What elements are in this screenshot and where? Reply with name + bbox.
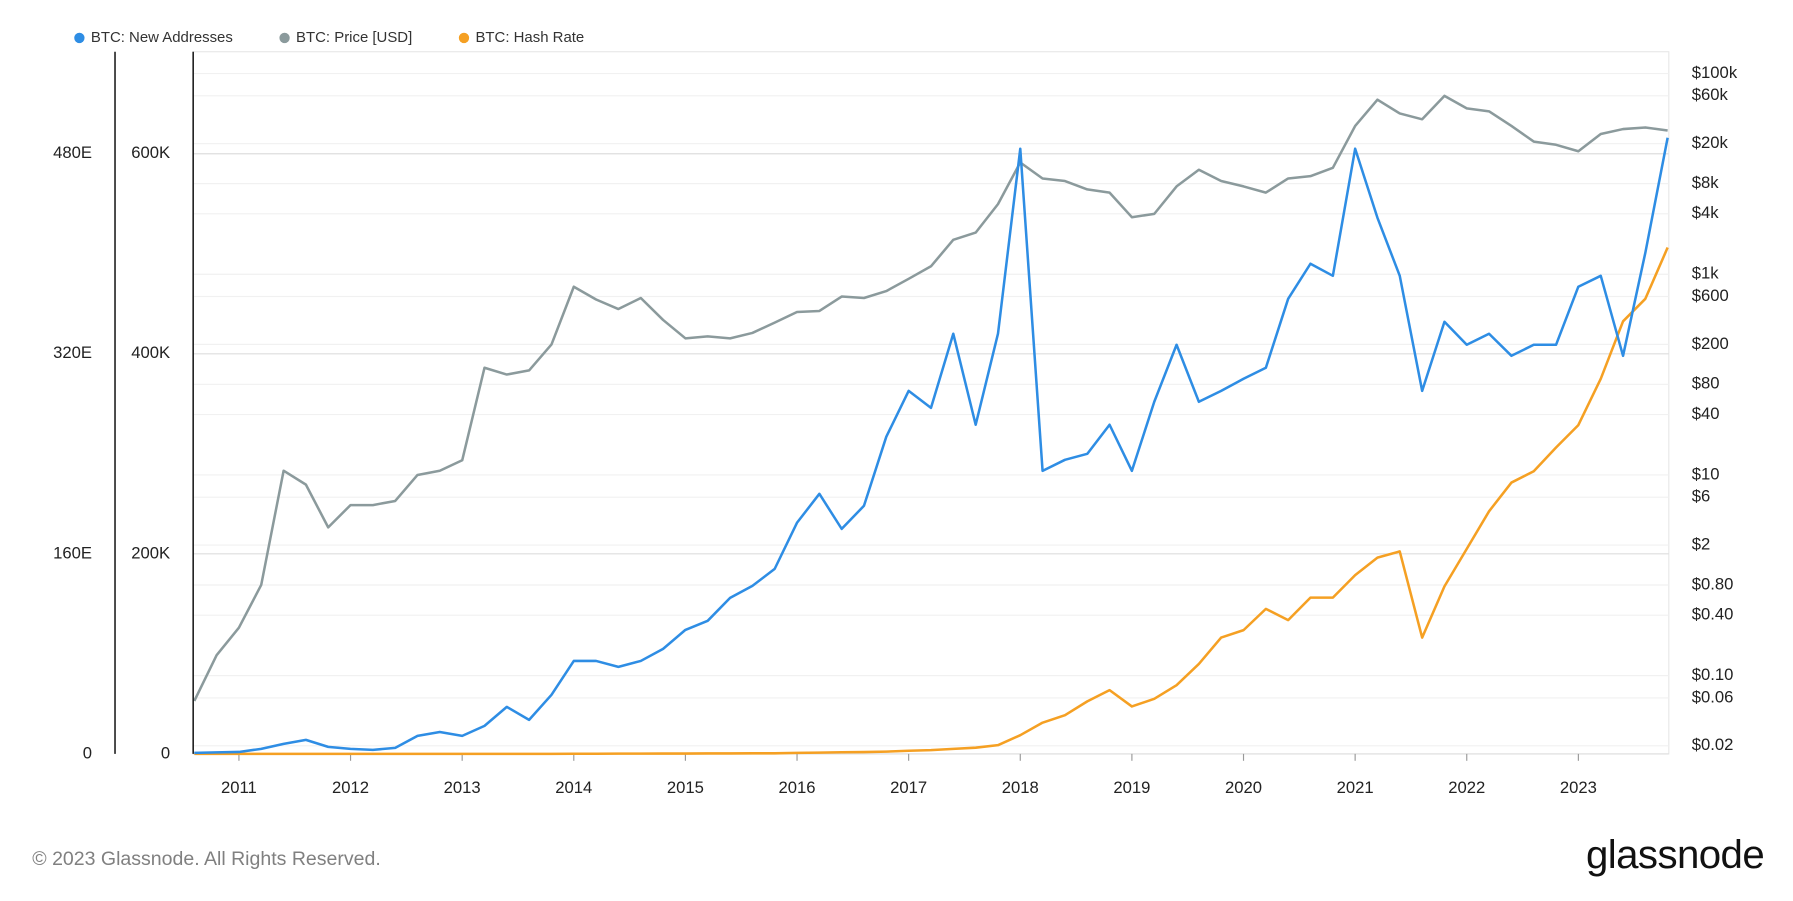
- y2-tick-label: $1k: [1692, 264, 1720, 283]
- brand-logo: glassnode: [1586, 832, 1764, 877]
- legend-label: BTC: Price [USD]: [296, 29, 412, 46]
- y2-tick-label: $60k: [1692, 85, 1729, 104]
- y2-tick-label: $10: [1692, 464, 1720, 483]
- y2-tick-label: $0.06: [1692, 687, 1734, 706]
- x-tick-label: 2019: [1113, 778, 1150, 797]
- y2-tick-label: $0.40: [1692, 605, 1734, 624]
- lines: [193, 94, 1669, 756]
- x-tick-label: 2013: [444, 778, 481, 797]
- y3-tick-label: 320E: [53, 343, 92, 362]
- series-line: [193, 94, 1668, 702]
- y-tick-label: 600K: [131, 143, 170, 162]
- y2-tick-label: $2: [1692, 534, 1711, 553]
- legend-marker: [74, 32, 85, 44]
- y-tick-label: 200K: [131, 543, 170, 562]
- grid: [193, 72, 1669, 761]
- series-line: [194, 247, 1669, 756]
- y2-tick-label: $4k: [1692, 203, 1720, 222]
- x-tick-label: 2020: [1225, 778, 1262, 797]
- copyright: © 2023 Glassnode. All Rights Reserved.: [32, 848, 381, 870]
- x-tick-label: 2018: [1002, 778, 1039, 797]
- y2-tick-label: $100k: [1692, 63, 1738, 82]
- legend-marker: [279, 32, 290, 44]
- y2-tick-label: $600: [1692, 286, 1729, 305]
- y2-tick-label: $200: [1692, 334, 1729, 353]
- y2-tick-label: $0.02: [1692, 735, 1734, 754]
- x-tick-label: 2021: [1337, 778, 1374, 797]
- y2-tick-label: $40: [1692, 404, 1720, 423]
- y2-tick-label: $0.80: [1692, 574, 1734, 593]
- y2-tick-label: $8k: [1692, 173, 1720, 192]
- series-line: [194, 137, 1669, 755]
- y3-tick-label: 0: [83, 743, 92, 762]
- y2-tick-label: $80: [1692, 374, 1720, 393]
- y-tick-label: 400K: [131, 343, 170, 362]
- x-tick-label: 2012: [332, 778, 369, 797]
- x-tick-label: 2016: [779, 778, 816, 797]
- y2-tick-label: $6: [1692, 487, 1711, 506]
- y-tick-label: 0: [161, 743, 170, 762]
- x-tick-label: 2011: [221, 778, 257, 797]
- legend-marker: [458, 32, 470, 44]
- x-tick-label: 2014: [555, 778, 592, 797]
- y2-tick-label: $20k: [1692, 133, 1729, 152]
- legend-label: BTC: New Addresses: [91, 29, 233, 46]
- y2-tick-label: $0.10: [1692, 665, 1734, 684]
- legend-label: BTC: Hash Rate: [475, 29, 584, 46]
- x-tick-label: 2023: [1560, 778, 1597, 797]
- y3-tick-label: 160E: [53, 543, 92, 562]
- x-tick-label: 2017: [890, 778, 927, 797]
- x-tick-label: 2015: [667, 778, 704, 797]
- plot-frame: [192, 51, 1670, 755]
- y3-tick-label: 480E: [53, 143, 92, 162]
- x-tick-label: 2022: [1448, 778, 1485, 797]
